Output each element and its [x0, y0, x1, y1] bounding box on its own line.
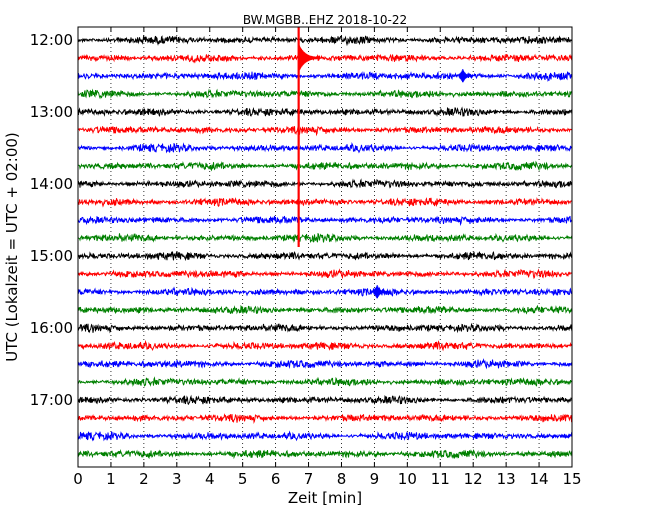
- x-tick-label: 12: [464, 470, 483, 488]
- y-axis-label: UTC (Lokalzeit = UTC + 02:00): [3, 132, 21, 362]
- trace-line: [77, 430, 573, 442]
- trace-line: [77, 160, 573, 172]
- trace-line: [77, 196, 573, 208]
- x-tick-label: 8: [337, 470, 347, 488]
- trace-line: [77, 106, 573, 118]
- trace-line: [77, 34, 573, 47]
- trace-line: [77, 413, 573, 424]
- y-axis-ticks: 12:00 13:00 14:00 15:00 16:00 17:00: [30, 31, 572, 409]
- trace-line: [78, 358, 573, 370]
- trace-line: [77, 376, 573, 387]
- event-spike: [298, 43, 320, 72]
- trace-line: [77, 286, 573, 297]
- trace-line: [77, 53, 573, 64]
- chart-title: BW.MGBB..EHZ 2018-10-22: [243, 13, 407, 27]
- x-axis-label: Zeit [min]: [288, 489, 362, 507]
- plot-frame: [77, 26, 573, 468]
- x-tick-label: 13: [497, 470, 516, 488]
- traces: [77, 34, 573, 460]
- y-tick-label: 16:00: [30, 319, 73, 337]
- trace-line: [77, 250, 573, 262]
- y-tick-label: 17:00: [30, 391, 73, 409]
- trace-line: [77, 322, 573, 334]
- trace-line: [77, 215, 573, 227]
- trace-line: [77, 304, 573, 315]
- trace-line: [77, 394, 573, 406]
- event-spikes: [297, 27, 474, 299]
- event-spike: [373, 284, 388, 299]
- x-tick-label: 9: [370, 470, 380, 488]
- x-tick-label: 2: [139, 470, 149, 488]
- x-tick-label: 4: [205, 470, 215, 488]
- x-tick-label: 11: [431, 470, 450, 488]
- x-tick-label: 14: [530, 470, 549, 488]
- trace-line: [77, 232, 573, 244]
- x-tick-label: 10: [398, 470, 417, 488]
- trace-line: [77, 71, 573, 82]
- y-tick-label: 14:00: [30, 175, 73, 193]
- x-axis-ticks: 0 1 2 3 4 5 6 7 8 9 10 11 12 13 14 15: [73, 27, 582, 488]
- event-spike: [458, 68, 474, 83]
- x-tick-label: 1: [106, 470, 116, 488]
- trace-line: [77, 448, 573, 460]
- trace-line: [77, 339, 573, 352]
- grid-lines: [110, 27, 540, 467]
- y-tick-label: 13:00: [30, 103, 73, 121]
- trace-line: [77, 178, 573, 189]
- y-tick-label: 12:00: [30, 31, 73, 49]
- x-tick-label: 0: [73, 470, 83, 488]
- x-tick-label: 7: [304, 470, 314, 488]
- x-tick-label: 15: [562, 470, 581, 488]
- y-tick-label: 15:00: [30, 247, 73, 265]
- trace-line: [77, 88, 573, 100]
- trace-line: [77, 125, 573, 137]
- trace-line: [77, 142, 573, 154]
- x-tick-label: 5: [238, 470, 248, 488]
- x-tick-label: 3: [172, 470, 182, 488]
- trace-line: [77, 268, 573, 280]
- x-tick-label: 6: [271, 470, 281, 488]
